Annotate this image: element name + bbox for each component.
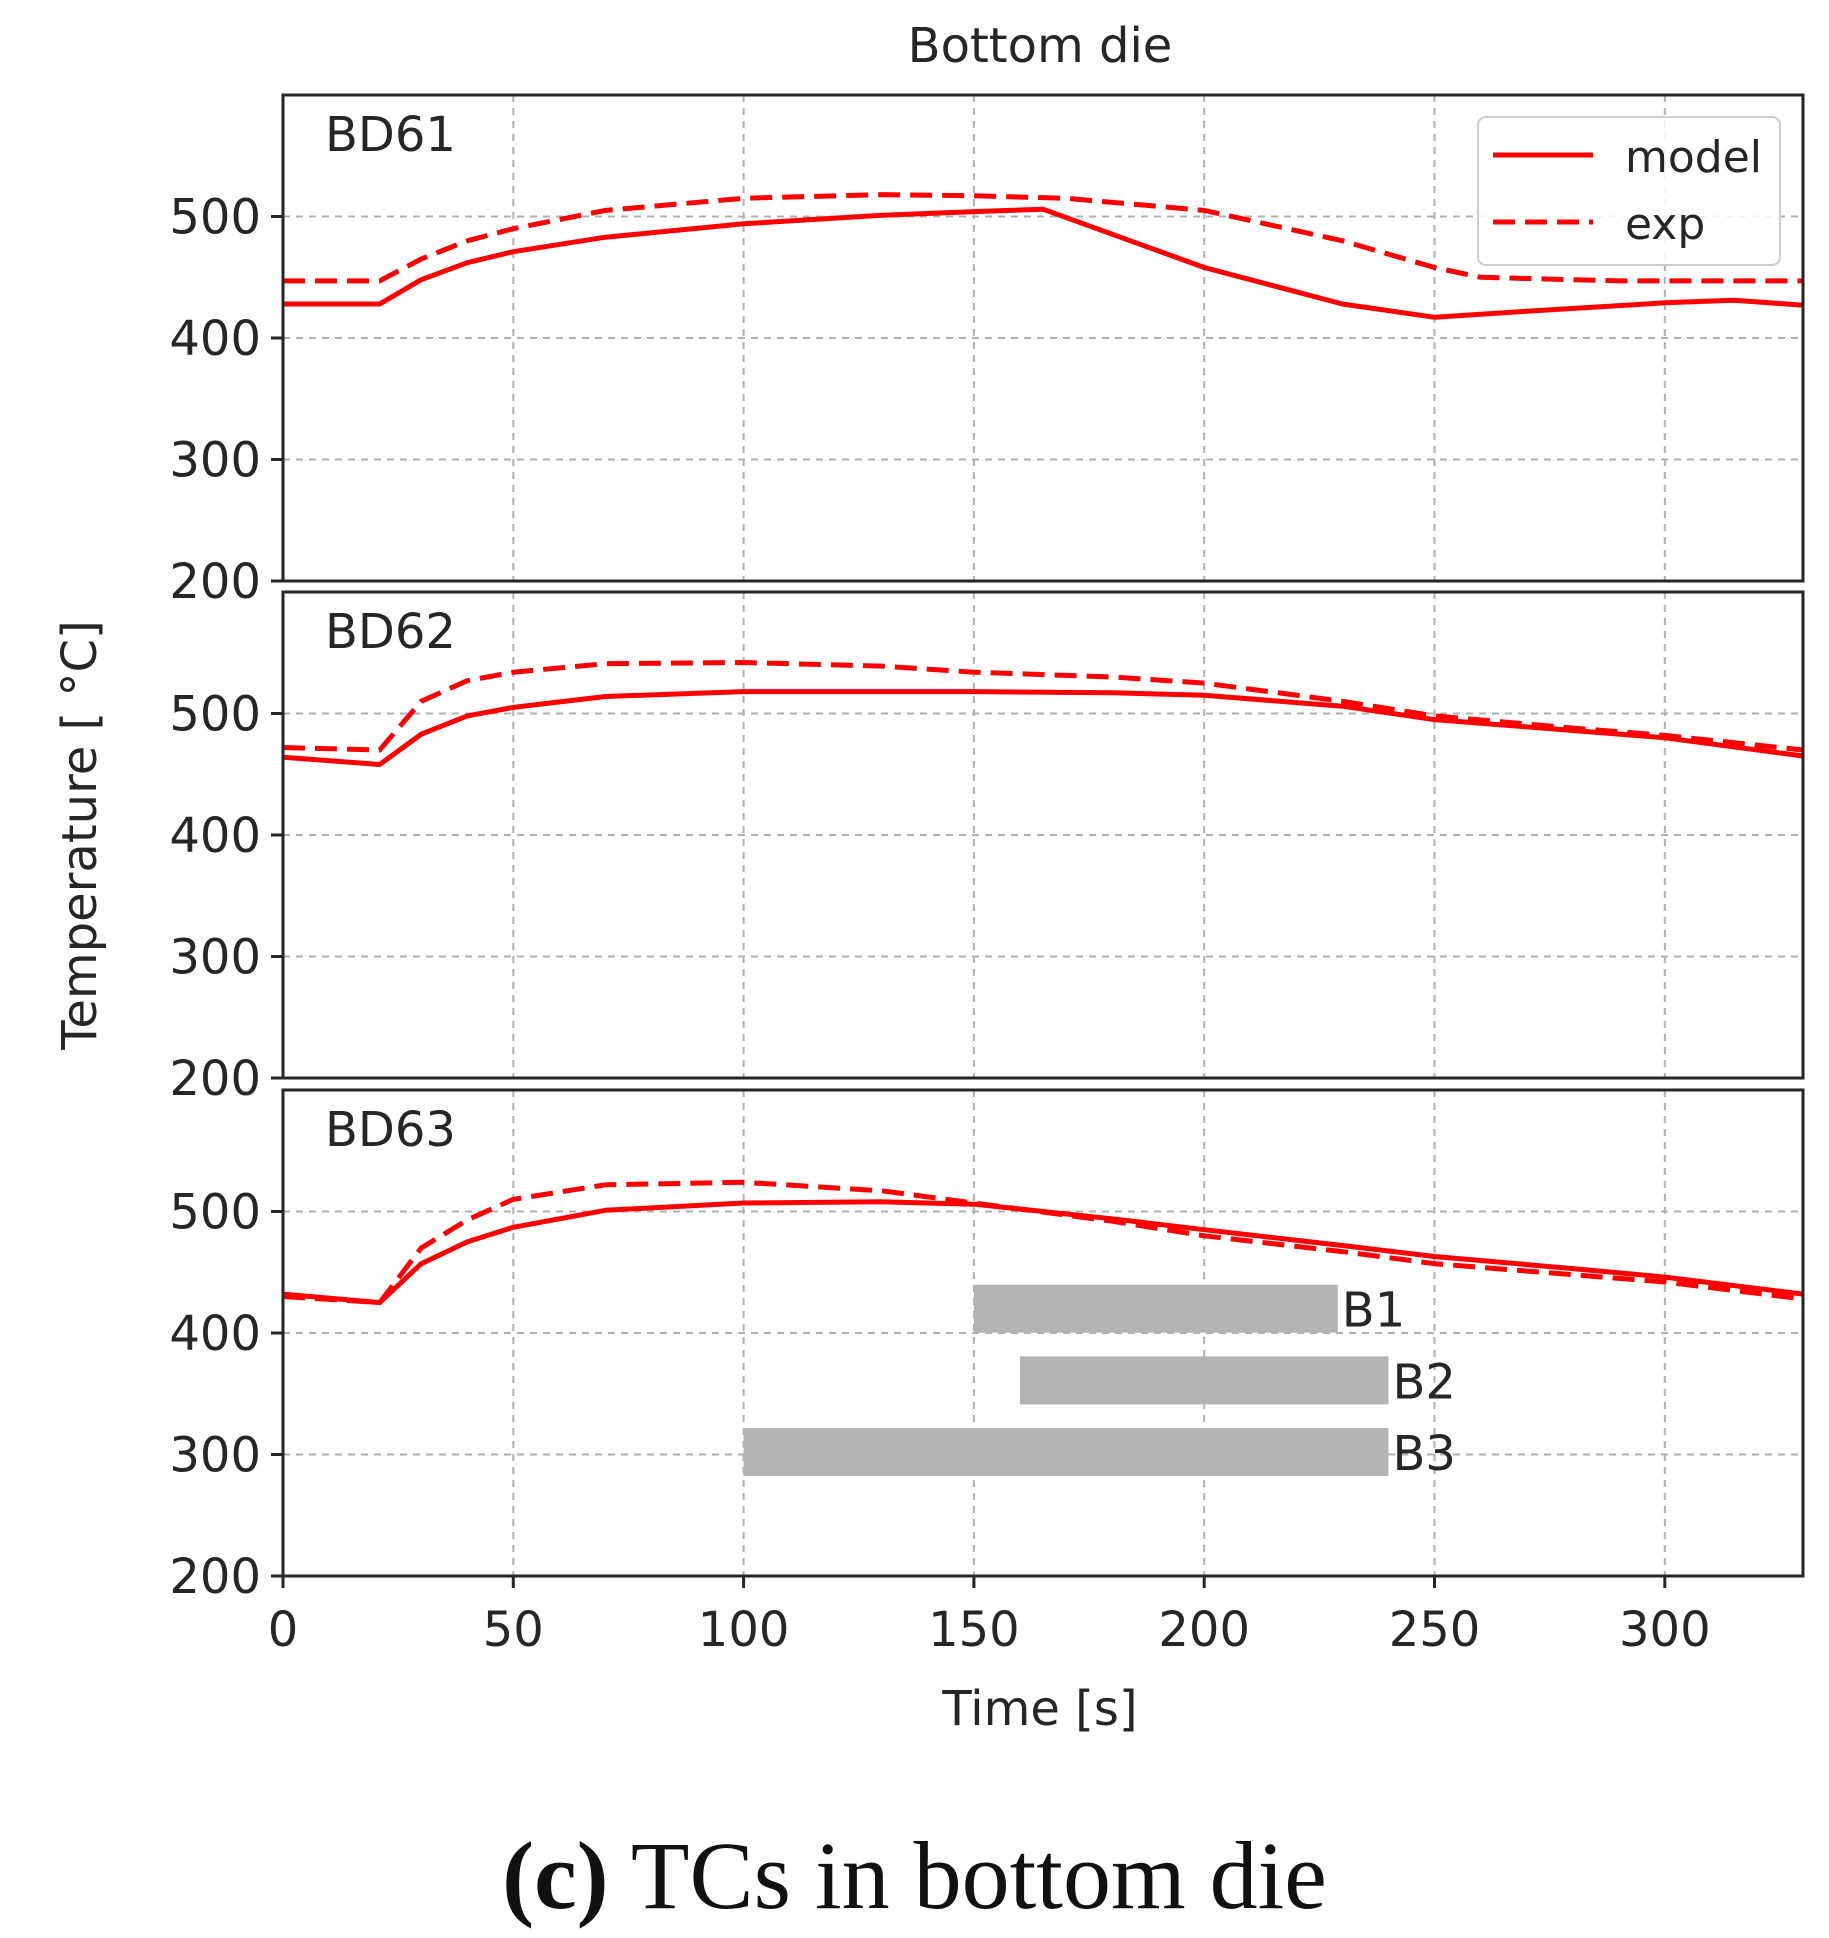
- y-tick-label: 400: [169, 311, 261, 367]
- panel-bd61: 200 300 400 500 BD61 model exp: [169, 93, 1805, 610]
- bar-label-b3: B3: [1392, 1426, 1455, 1482]
- panel-label: BD63: [325, 1102, 456, 1158]
- y-axis-label: Temperature [ °C]: [52, 620, 108, 1051]
- caption-text: TCs in bottom die: [630, 1822, 1327, 1929]
- x-tick-label: 300: [1619, 1602, 1711, 1658]
- x-tick-label: 100: [698, 1602, 790, 1658]
- y-tick-label: 400: [169, 1306, 261, 1362]
- panel-label: BD61: [325, 107, 456, 163]
- caption-label: (c): [502, 1822, 609, 1929]
- x-tick-label: 200: [1158, 1602, 1250, 1658]
- y-tick-label: 500: [169, 190, 261, 246]
- x-tick-label: 50: [483, 1602, 544, 1658]
- x-tick-label: 150: [928, 1602, 1020, 1658]
- legend: model exp: [1477, 116, 1781, 266]
- y-tick-label: 200: [169, 1549, 261, 1605]
- y-tick-label: 300: [169, 433, 261, 489]
- series-model-line: [282, 1199, 1804, 1306]
- chart: Bottom die Temperature [ °C] Time [s] 20…: [52, 18, 1805, 1737]
- y-tick-label: 400: [169, 808, 261, 864]
- y-tick-label: 300: [169, 930, 261, 986]
- series-exp-line: [282, 1179, 1804, 1306]
- y-tick-label: 200: [169, 1051, 261, 1107]
- legend-label-exp: exp: [1625, 199, 1705, 250]
- bar-label-b2: B2: [1392, 1354, 1455, 1410]
- panel-bd62: 200 300 400 500 BD62: [169, 590, 1805, 1107]
- y-tick-label: 500: [169, 1185, 261, 1241]
- series-model-line: [283, 206, 1804, 320]
- x-tick-label: 0: [268, 1602, 299, 1658]
- bar-label-b1: B1: [1342, 1283, 1405, 1339]
- figure-caption: (c) TCs in bottom die: [0, 1820, 1829, 1931]
- panel-bd63: B1 B2 B3 200 300 400 500 BD63 0 50 100 150 200 250 300: [169, 1088, 1805, 1658]
- series-exp-line: [283, 192, 1803, 284]
- series-model-line: [282, 689, 1804, 767]
- series-exp-line: [282, 660, 1804, 753]
- bar-b3: [743, 1428, 1389, 1477]
- bar-b2: [1019, 1356, 1389, 1405]
- y-tick-label: 200: [169, 554, 261, 610]
- chart-title: Bottom die: [908, 18, 1173, 74]
- y-tick-label: 500: [169, 687, 261, 743]
- x-axis-label: Time [s]: [941, 1681, 1137, 1737]
- x-tick-label: 250: [1389, 1602, 1481, 1658]
- y-tick-label: 300: [169, 1428, 261, 1484]
- bar-b1: [973, 1284, 1338, 1333]
- panel-label: BD62: [325, 604, 456, 660]
- legend-label-model: model: [1625, 132, 1762, 183]
